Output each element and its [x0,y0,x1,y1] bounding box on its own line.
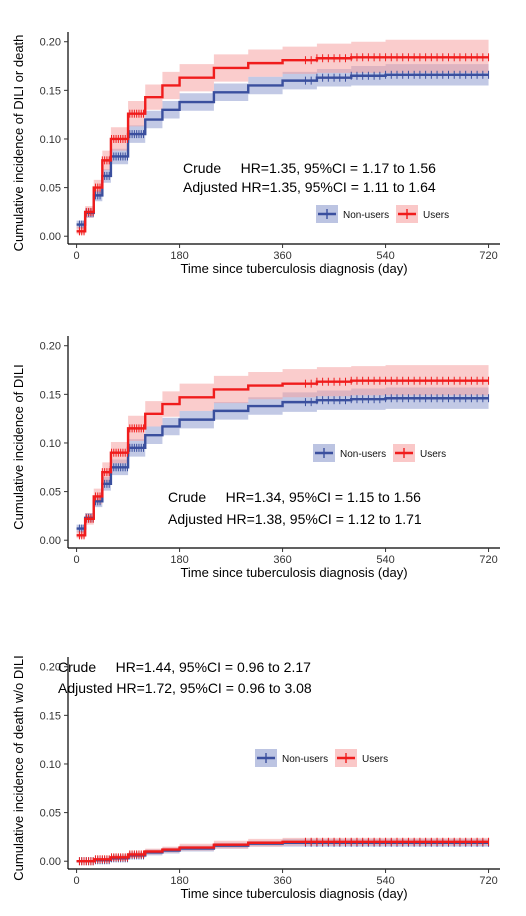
x-tick-label: 0 [74,250,80,262]
panel-3: 0.00 0.05 0.10 0.15 0.20 0 180 360 540 720 Time si… [11,655,500,901]
legend-label: Non-users [340,449,386,460]
x-tick-label: 720 [479,875,497,887]
y-tick-label: 0.05 [40,183,61,195]
ci-band-non-users [76,64,489,229]
legend-label: Users [420,449,446,460]
x-tick-label: 360 [273,554,291,566]
y-tick-label: 0.15 [40,710,61,722]
x-tick-label: 0 [74,875,80,887]
x-tick-label: 0 [74,554,80,566]
y-axis-label: Cumulative incidence of DILI [11,364,26,529]
y-tick-label: 0.20 [40,341,61,353]
x-tick-label: 360 [273,875,291,887]
legend-label: Non-users [343,210,389,221]
x-tick-label: 720 [479,554,497,566]
censor-marks-users [78,53,490,236]
hr-annotation: Crude HR=1.44, 95%CI = 0.96 to 2.17 [58,659,311,675]
x-tick-label: 360 [273,250,291,262]
y-tick-label: 0.15 [40,389,61,401]
y-tick-label: 0.20 [40,37,61,49]
y-tick-label: 0.20 [40,662,61,674]
y-tick-label: 0.15 [40,85,61,97]
x-tick-label: 540 [376,875,394,887]
panel-2: 0.00 0.05 0.10 0.15 0.20 0 180 360 540 720 Time si… [11,336,500,580]
y-axis-label: Cumulative incidence of death w/o DILI [11,655,26,880]
legend: Non-users Users [316,205,449,223]
x-tick-label: 540 [376,250,394,262]
legend-label: Users [362,754,388,765]
x-tick-label: 180 [170,875,188,887]
hr-annotation: Adjusted HR=1.38, 95%CI = 1.12 to 1.71 [168,511,422,527]
hr-annotation: Crude HR=1.34, 95%CI = 1.15 to 1.56 [168,489,421,505]
series-line-non-users [76,73,489,226]
y-axis-label: Cumulative incidence of DILI or death [11,35,26,252]
ci-band-users [76,365,489,539]
legend-label: Users [423,210,449,221]
x-tick-label: 720 [479,250,497,262]
censor-marks-non-users [78,70,490,229]
y-tick-label: 0.10 [40,759,61,771]
censor-marks-users [78,837,490,866]
x-tick-label: 180 [170,554,188,566]
y-tick-label: 0.05 [40,808,61,820]
hr-annotation: Adjusted HR=1.72, 95%CI = 0.96 to 3.08 [58,680,312,696]
x-tick-label: 180 [170,250,188,262]
y-tick-label: 0.00 [40,535,61,547]
legend-label: Non-users [282,754,328,765]
y-tick-label: 0.00 [40,856,61,868]
censor-marks-users [78,376,490,540]
hr-annotation: Crude HR=1.35, 95%CI = 1.17 to 1.56 [183,160,436,176]
y-tick-label: 0.10 [40,134,61,146]
x-axis-label: Time since tuberculosis diagnosis (day) [180,261,407,276]
y-tick-label: 0.10 [40,438,61,450]
x-axis-label: Time since tuberculosis diagnosis (day) [180,565,407,580]
panel-1: 0.00 0.05 0.10 0.15 0.20 0 180 360 540 720 Time si… [11,32,500,276]
ci-band-users [76,39,489,235]
y-tick-label: 0.00 [40,231,61,243]
legend: Non-users Users [255,749,388,767]
hr-annotation: Adjusted HR=1.35, 95%CI = 1.11 to 1.64 [183,179,436,195]
legend: Non-users Users [313,444,446,462]
y-tick-label: 0.05 [40,487,61,499]
x-tick-label: 540 [376,554,394,566]
x-axis-label: Time since tuberculosis diagnosis (day) [180,886,407,901]
